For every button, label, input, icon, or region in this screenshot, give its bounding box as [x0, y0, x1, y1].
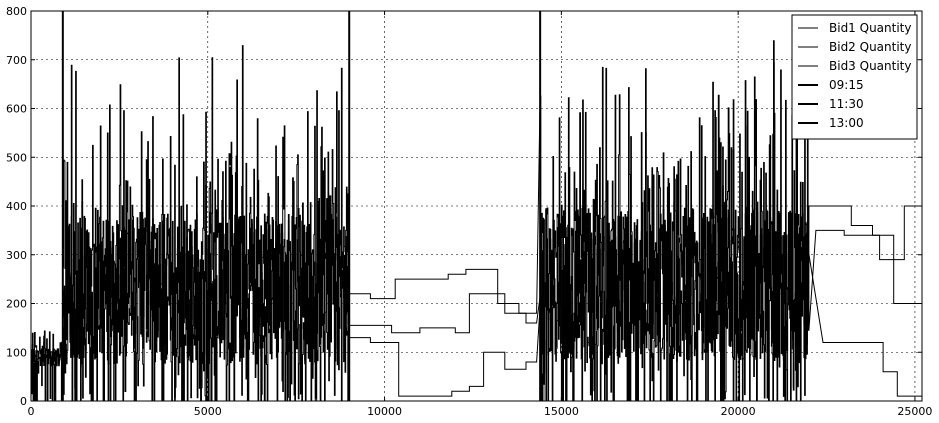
y-tick-label: 200: [6, 298, 27, 311]
y-tick-label: 800: [6, 5, 27, 18]
y-tick-label: 300: [6, 249, 27, 262]
x-axis-ticks: 0 5000 10000 15000 20000 25000: [28, 11, 932, 418]
legend-label: Bid3 Quantity: [829, 59, 912, 73]
legend-label: 11:30: [829, 97, 864, 111]
x-tick-label: 15000: [544, 405, 579, 418]
y-tick-label: 400: [6, 200, 27, 213]
legend: Bid1 Quantity Bid2 Quantity Bid3 Quantity 0…: [791, 14, 918, 140]
legend-label: Bid1 Quantity: [829, 21, 912, 35]
y-tick-label: 100: [6, 346, 27, 359]
y-tick-label: 600: [6, 103, 27, 116]
y-tick-label: 0: [20, 395, 27, 408]
y-tick-label: 700: [6, 54, 27, 67]
x-tick-label: 25000: [897, 405, 932, 418]
x-tick-label: 0: [28, 405, 35, 418]
y-axis-ticks: 0 100 200 300 400 500 600 700 800: [6, 5, 922, 408]
legend-label: 13:00: [829, 116, 864, 130]
legend-label: 09:15: [829, 78, 864, 92]
legend-label: Bid2 Quantity: [829, 40, 912, 54]
y-tick-label: 500: [6, 151, 27, 164]
x-tick-label: 5000: [194, 405, 222, 418]
session-markers: [61, 11, 542, 401]
x-tick-label: 20000: [721, 405, 756, 418]
x-tick-label: 10000: [367, 405, 402, 418]
series-line-bid2: [31, 40, 922, 402]
series-lines: [31, 40, 922, 402]
series-line-bid3: [31, 45, 922, 402]
legend-box: [791, 14, 918, 140]
